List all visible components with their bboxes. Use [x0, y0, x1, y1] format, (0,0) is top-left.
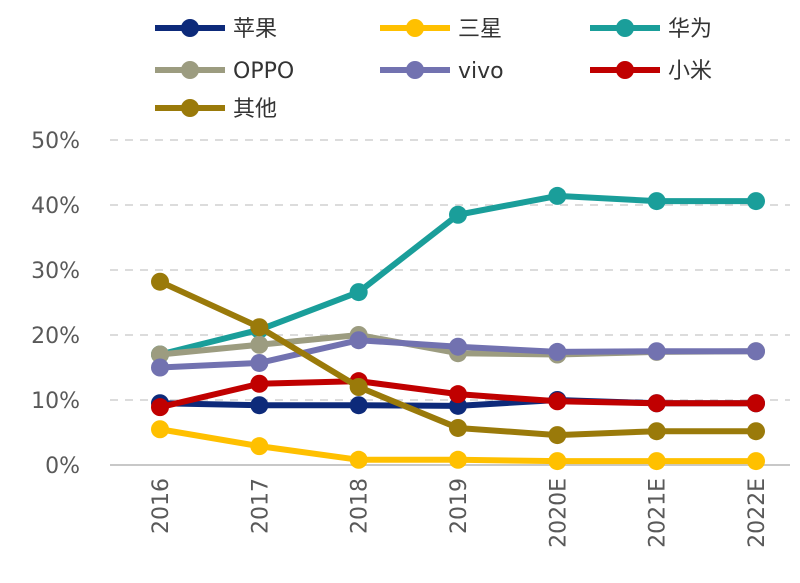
legend-label: 苹果 [233, 17, 277, 42]
data-point [449, 450, 467, 469]
data-point [548, 392, 567, 411]
series-三星 [151, 420, 765, 471]
data-point [151, 420, 169, 439]
legend-label: 华为 [668, 17, 712, 42]
legend-item: 小米 [590, 59, 712, 84]
legend-marker [616, 19, 634, 37]
series-小米 [151, 372, 765, 417]
legend-marker [406, 19, 424, 37]
data-point [349, 283, 368, 302]
series-其他 [151, 272, 765, 445]
x-tick-label: 2021E [646, 478, 671, 548]
series-vivo [151, 331, 765, 377]
data-point [449, 385, 467, 404]
data-point [548, 342, 567, 361]
y-tick-label: 20% [31, 324, 80, 349]
data-point [250, 437, 269, 456]
data-point [151, 358, 169, 377]
data-point [747, 342, 765, 361]
legend-marker [616, 61, 634, 79]
data-point [647, 192, 666, 211]
data-point [349, 331, 368, 350]
data-point [647, 422, 666, 441]
data-point [747, 192, 765, 211]
legend-label: vivo [458, 59, 504, 84]
x-tick-label: 2019 [447, 478, 472, 534]
legend-marker [181, 61, 199, 79]
x-tick-label: 2016 [149, 478, 174, 534]
data-point [250, 374, 269, 393]
legend-item: 其他 [155, 97, 277, 122]
legend-label: 三星 [458, 17, 502, 42]
legend-marker [406, 61, 424, 79]
data-point [349, 450, 368, 469]
data-point [548, 452, 567, 471]
legend-item: OPPO [155, 59, 294, 84]
data-point [548, 186, 567, 205]
legend-marker [181, 19, 199, 37]
x-tick-label: 2020E [546, 478, 571, 548]
y-tick-label: 30% [31, 259, 80, 284]
data-point [747, 422, 765, 441]
data-point [151, 272, 169, 291]
legend-label: 小米 [668, 59, 712, 84]
legend-label: OPPO [233, 59, 294, 84]
data-point [151, 345, 169, 364]
legend-item: vivo [380, 59, 504, 84]
y-tick-label: 40% [31, 194, 80, 219]
data-point [250, 396, 269, 415]
y-tick-label: 10% [31, 389, 80, 414]
x-tick-label: 2022E [745, 478, 770, 548]
legend-item: 华为 [590, 17, 712, 42]
legend-item: 苹果 [155, 17, 277, 42]
data-point [449, 418, 467, 437]
legend-label: 其他 [233, 97, 277, 122]
data-point [349, 396, 368, 415]
data-point [449, 205, 467, 224]
x-tick-label: 2018 [348, 478, 373, 534]
y-tick-label: 50% [31, 129, 80, 154]
data-point [449, 337, 467, 356]
series-华为 [151, 186, 765, 364]
data-point [151, 398, 169, 417]
data-point [250, 335, 269, 354]
y-tick-label: 0% [45, 454, 80, 479]
data-point [250, 318, 269, 337]
data-point [548, 426, 567, 445]
x-tick-label: 2017 [248, 478, 273, 534]
legend-item: 三星 [380, 17, 502, 42]
data-point [250, 353, 269, 372]
data-point [647, 394, 666, 413]
data-point [747, 394, 765, 413]
data-point [747, 452, 765, 471]
data-point [349, 378, 368, 396]
data-point [647, 342, 666, 361]
legend-marker [181, 99, 199, 117]
data-point [647, 452, 666, 471]
